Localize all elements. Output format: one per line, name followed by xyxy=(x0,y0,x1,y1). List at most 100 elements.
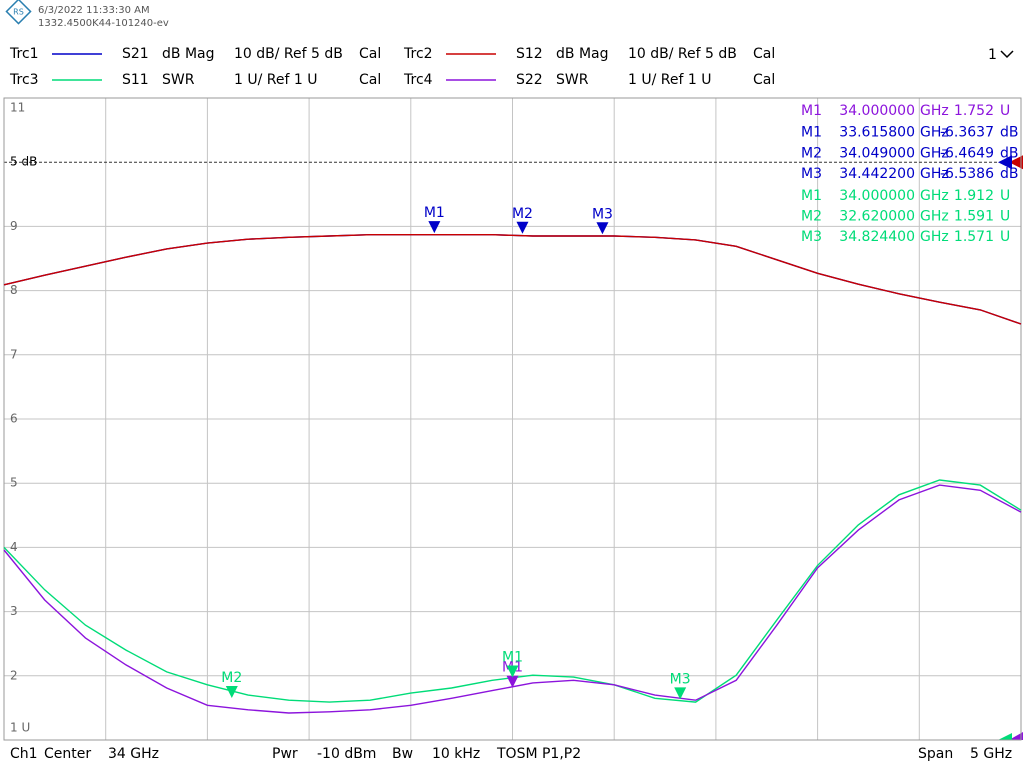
table-value: -6.5386 xyxy=(940,166,994,182)
marker-label: M2 xyxy=(512,206,533,222)
table-x-unit: GHz xyxy=(920,145,949,161)
timestamp: 6/3/2022 11:33:30 AM xyxy=(38,5,150,16)
marker xyxy=(428,221,441,234)
table-value: 1.752 xyxy=(954,103,994,119)
marker xyxy=(506,665,519,678)
table-unit: dB xyxy=(1000,166,1019,182)
trace xyxy=(3,234,1022,325)
legend-format: dB Mag xyxy=(162,46,215,62)
plot-frame xyxy=(3,97,1022,741)
y-tick-label: 6 xyxy=(10,412,18,426)
legend-format: SWR xyxy=(556,72,589,88)
ref-arrow xyxy=(1009,732,1023,740)
table-marker: M3 xyxy=(801,166,822,182)
table-x-unit: GHz xyxy=(920,125,949,141)
y-tick-label: 9 xyxy=(10,219,18,233)
footer-span-label: Span xyxy=(918,746,953,762)
footer-span: 5 GHz xyxy=(970,746,1012,762)
table-x: 34.442200 xyxy=(839,166,915,182)
footer-center-label: Center xyxy=(44,746,91,762)
table-unit: U xyxy=(1000,209,1010,225)
legend-cal: Cal xyxy=(359,46,381,62)
legend-format: dB Mag xyxy=(556,46,609,62)
table-unit: dB xyxy=(1000,125,1019,141)
y-tick-label: 8 xyxy=(10,283,18,297)
ref-arrow xyxy=(998,155,1012,170)
table-marker: M1 xyxy=(801,103,822,119)
table-x-unit: GHz xyxy=(920,229,949,245)
y-tick-label: 5 xyxy=(10,476,18,490)
channel-selector[interactable]: 1 xyxy=(988,47,997,63)
y-tick-label: 7 xyxy=(10,347,18,361)
table-x: 33.615800 xyxy=(839,125,915,141)
ref-arrow xyxy=(1009,155,1023,170)
table-x: 34.824400 xyxy=(839,229,915,245)
legend-param: S11 xyxy=(122,72,149,88)
y-tick-label: 2 xyxy=(10,668,18,682)
marker-label: M3 xyxy=(670,671,691,687)
legend-name: Trc1 xyxy=(9,46,39,62)
marker-label: M2 xyxy=(221,670,242,686)
legend-param: S22 xyxy=(516,72,543,88)
marker xyxy=(225,686,238,699)
table-value: 1.571 xyxy=(954,229,994,245)
ref-arrow xyxy=(998,733,1012,740)
table-x: 34.000000 xyxy=(839,103,915,119)
table-marker: M3 xyxy=(801,229,822,245)
legend-scale: 1 U/ Ref 1 U xyxy=(628,72,711,88)
table-marker: M1 xyxy=(801,125,822,141)
footer-bw-label: Bw xyxy=(392,746,413,762)
table-unit: U xyxy=(1000,103,1010,119)
y2-tick-label: 5 dB xyxy=(10,155,37,169)
table-marker: M2 xyxy=(801,209,822,225)
marker-label: M1 xyxy=(424,205,445,221)
marker xyxy=(674,687,687,700)
legend-name: Trc3 xyxy=(9,72,39,88)
logo: RS xyxy=(5,0,32,25)
footer-power-label: Pwr xyxy=(272,746,298,762)
table-x: 34.049000 xyxy=(839,145,915,161)
legend-name: Trc4 xyxy=(403,72,433,88)
device-id: 1332.4500K44-101240-ev xyxy=(38,18,169,29)
legend-cal: Cal xyxy=(753,72,775,88)
marker-label: M3 xyxy=(592,206,613,222)
marker xyxy=(596,222,609,235)
footer-channel: Ch1 xyxy=(10,746,38,762)
marker-label: M1 xyxy=(502,649,523,665)
legend-cal: Cal xyxy=(753,46,775,62)
legend-param: S12 xyxy=(516,46,543,62)
table-marker: M2 xyxy=(801,145,822,161)
table-x: 32.620000 xyxy=(839,209,915,225)
table-marker: M1 xyxy=(801,188,822,204)
chevron[interactable] xyxy=(1000,50,1014,59)
y-tick-label: 11 xyxy=(10,101,25,115)
legend-name: Trc2 xyxy=(403,46,433,62)
table-x-unit: GHz xyxy=(920,166,949,182)
legend-param: S21 xyxy=(122,46,149,62)
table-value: -6.4649 xyxy=(940,145,994,161)
table-value: 1.591 xyxy=(954,209,994,225)
legend-cal: Cal xyxy=(359,72,381,88)
table-x-unit: GHz xyxy=(920,188,949,204)
footer-power: -10 dBm xyxy=(317,746,376,762)
table-x: 34.000000 xyxy=(839,188,915,204)
legend-scale: 10 dB/ Ref 5 dB xyxy=(234,46,343,62)
marker xyxy=(506,675,519,688)
svg-text:RS: RS xyxy=(13,8,24,17)
footer-center: 34 GHz xyxy=(108,746,159,762)
table-unit: dB xyxy=(1000,145,1019,161)
footer-bw: 10 kHz xyxy=(432,746,480,762)
y-tick-label: 1 U xyxy=(10,721,30,735)
legend-scale: 1 U/ Ref 1 U xyxy=(234,72,317,88)
table-x-unit: GHz xyxy=(920,103,949,119)
table-value: 1.912 xyxy=(954,188,994,204)
y-tick-label: 3 xyxy=(10,604,18,618)
footer-calibration: TOSM P1,P2 xyxy=(496,746,581,762)
y-tick-label: 4 xyxy=(10,540,18,554)
table-unit: U xyxy=(1000,229,1010,245)
legend-scale: 10 dB/ Ref 5 dB xyxy=(628,46,737,62)
table-unit: U xyxy=(1000,188,1010,204)
table-value: -6.3637 xyxy=(940,125,994,141)
marker xyxy=(516,221,529,234)
legend-format: SWR xyxy=(162,72,195,88)
